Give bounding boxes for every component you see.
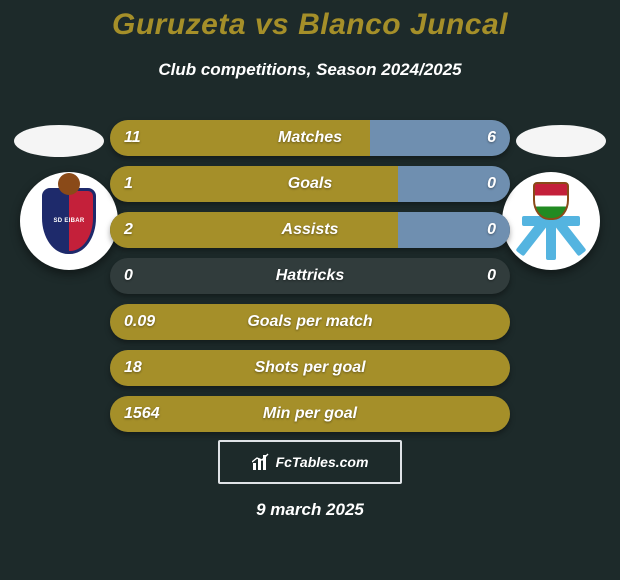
stat-row: 20Assists — [110, 212, 510, 248]
stat-row: 10Goals — [110, 166, 510, 202]
chart-icon — [252, 453, 270, 471]
eibar-shield-icon — [42, 188, 96, 254]
stat-rows: 116Matches 10Goals 20Assists 00Hattricks 0.0… — [110, 120, 510, 442]
racing-ferrol-shield-icon — [522, 182, 580, 260]
stat-row: 00Hattricks — [110, 258, 510, 294]
stat-metric-label: Shots per goal — [110, 359, 510, 377]
stat-row: 18Shots per goal — [110, 350, 510, 386]
player-flag-right — [516, 125, 606, 157]
stat-metric-label: Min per goal — [110, 405, 510, 423]
club-badge-right — [502, 172, 600, 270]
stat-metric-label: Goals — [110, 175, 510, 193]
club-badge-left — [20, 172, 118, 270]
comparison-infographic: Guruzeta vs Blanco Juncal Club competiti… — [0, 0, 620, 580]
player-flag-left — [14, 125, 104, 157]
page-subtitle: Club competitions, Season 2024/2025 — [0, 60, 620, 80]
footer-date: 9 march 2025 — [0, 500, 620, 520]
stat-metric-label: Matches — [110, 129, 510, 147]
stat-row: 0.09Goals per match — [110, 304, 510, 340]
stat-row: 1564Min per goal — [110, 396, 510, 432]
stat-metric-label: Hattricks — [110, 267, 510, 285]
page-title: Guruzeta vs Blanco Juncal — [0, 8, 620, 42]
attribution-text: FcTables.com — [276, 454, 369, 470]
attribution-badge: FcTables.com — [218, 440, 402, 484]
stat-metric-label: Goals per match — [110, 313, 510, 331]
stat-metric-label: Assists — [110, 221, 510, 239]
stat-row: 116Matches — [110, 120, 510, 156]
